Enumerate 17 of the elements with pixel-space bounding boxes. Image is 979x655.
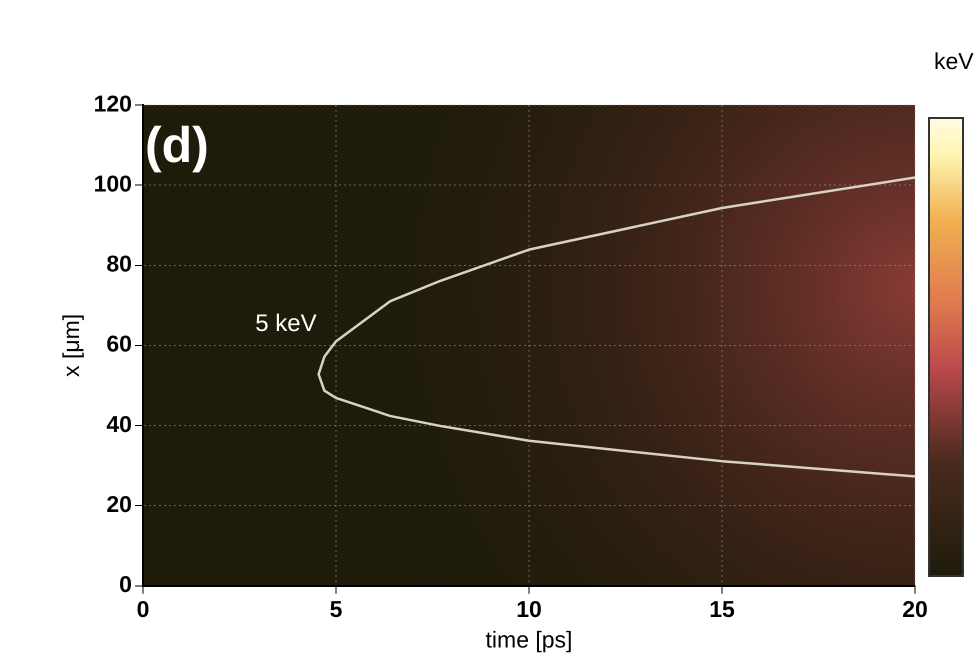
y-tick-label: 80 (106, 250, 132, 277)
x-tick-label: 5 (330, 596, 343, 622)
series-label: 5 keV (255, 310, 317, 337)
y-tick-label: 60 (106, 330, 132, 357)
x-tick-label: 0 (136, 596, 150, 622)
y-tick-label: 100 (94, 170, 132, 196)
y-tick-label: 40 (106, 410, 132, 437)
y-tick-label: 120 (94, 90, 132, 116)
x-tick-label: 15 (709, 596, 735, 622)
x-tick-label: 20 (902, 596, 928, 622)
annotation: (d) (144, 116, 209, 173)
y-axis-title: x [μm] (58, 314, 84, 377)
x-axis-title: time [ps] (486, 626, 572, 653)
y-tick-label: 20 (106, 491, 132, 518)
color-bar-title: keV (934, 48, 974, 75)
y-tick-label: 0 (119, 571, 132, 598)
x-tick-label: 10 (516, 596, 542, 622)
